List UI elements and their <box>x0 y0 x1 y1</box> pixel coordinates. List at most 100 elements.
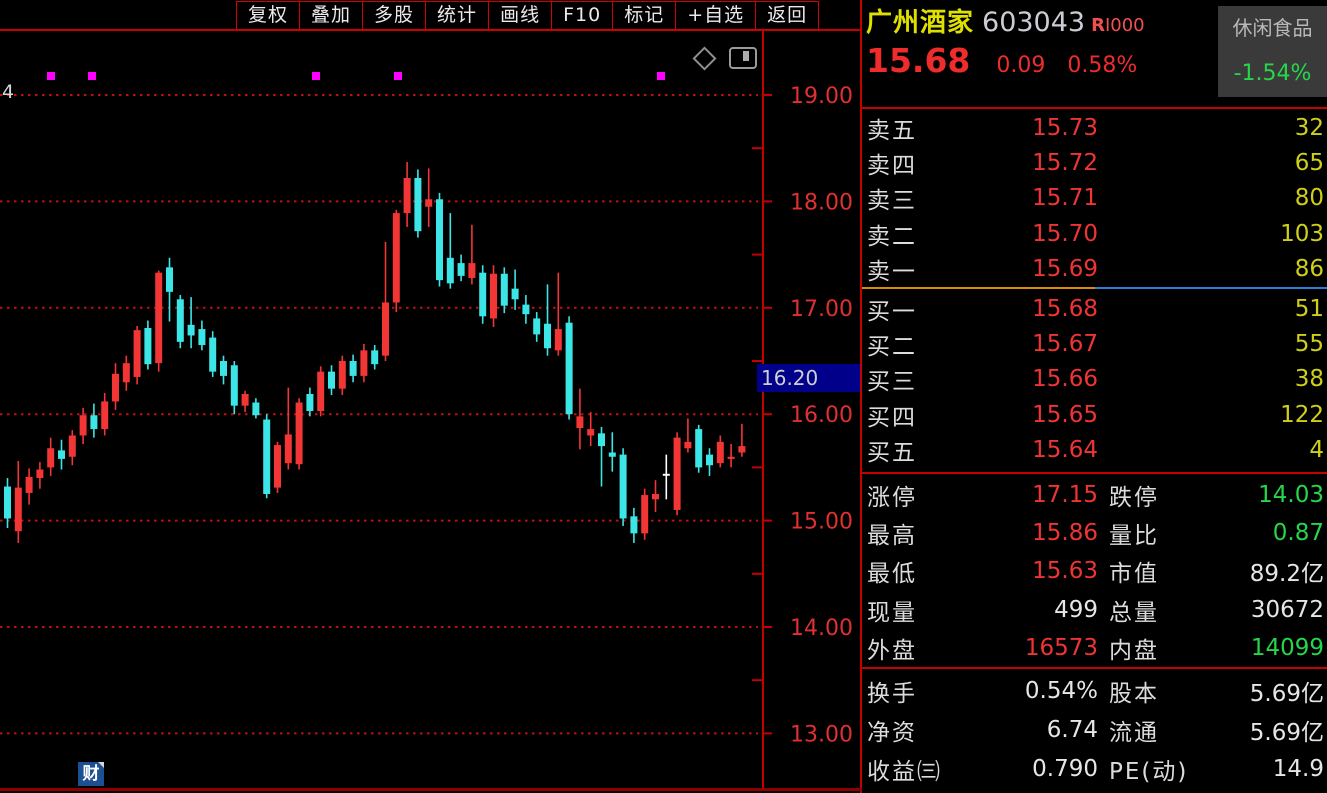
candle-body <box>68 435 76 457</box>
candle-body <box>673 437 681 510</box>
event-marker <box>657 72 665 80</box>
stats-block: 涨停 17.15 跌停 14.03 最高 15.86 量比 0.87 最低 15.63 市值 89.2… <box>862 476 1327 667</box>
candle-body <box>295 402 303 465</box>
level-volume: 38 <box>1294 366 1324 393</box>
candle-body <box>112 373 119 402</box>
candle-body <box>230 365 238 406</box>
stat-row: 外盘 16573 内盘 14099 <box>862 629 1327 667</box>
level-label: 卖一 <box>867 259 917 286</box>
bid-row-2[interactable]: 买二 15.67 55 <box>862 326 1327 361</box>
toolbar-button-画线[interactable]: 画线 <box>488 1 553 30</box>
toolbar-button-多股[interactable]: 多股 <box>362 1 427 30</box>
toolbar: 复权 叠加 多股 统计 画线 F10 标记 +自选 返回 <box>236 1 820 30</box>
candle-body <box>565 322 573 415</box>
bid-row-1[interactable]: 买一 15.68 51 <box>862 291 1327 326</box>
candle-body <box>209 337 217 372</box>
index-tag: I000 <box>1104 15 1145 36</box>
ask-row-3[interactable]: 卖三 15.71 80 <box>862 181 1327 216</box>
level-price: 15.72 <box>1032 150 1098 177</box>
level-price: 15.71 <box>1032 185 1098 212</box>
bid-row-4[interactable]: 买四 15.65 122 <box>862 397 1327 432</box>
toolbar-button-F10[interactable]: F10 <box>551 1 614 30</box>
level-volume: 51 <box>1294 295 1324 322</box>
sector-name: 休闲食品 <box>1232 16 1313 40</box>
y-axis-label: 13.00 <box>790 722 853 747</box>
ask-row-1[interactable]: 卖五 15.73 32 <box>862 110 1327 145</box>
toolbar-button-标记[interactable]: 标记 <box>612 1 677 30</box>
panel-toggle-icon[interactable] <box>729 47 757 69</box>
candle-body <box>328 371 335 389</box>
sector-badge[interactable]: 休闲食品 -1.54% <box>1218 6 1327 97</box>
stat-row: 收益㈢ 0.790 PE(动) 14.9 <box>862 749 1327 788</box>
toolbar-button-复权[interactable]: 复权 <box>236 1 301 30</box>
candle-body <box>284 434 292 464</box>
candle-body <box>500 273 508 306</box>
candle-body <box>263 419 271 494</box>
news-badge[interactable]: 财 <box>78 762 104 786</box>
stat-label: 收益㈢ <box>867 758 942 785</box>
level-price: 15.69 <box>1032 256 1098 283</box>
candle-body <box>144 328 152 365</box>
candlestick-chart[interactable]: 19.00 18.00 17.00 16.00 15.00 14.00 13.00 <box>0 0 862 793</box>
level-volume: 80 <box>1294 185 1324 212</box>
candle-body <box>511 288 519 300</box>
candle-body <box>14 487 22 532</box>
candle-body <box>544 323 551 349</box>
candle-body <box>727 456 735 459</box>
candle-body <box>382 302 389 356</box>
price-change: 0.09 <box>996 53 1046 78</box>
candle-body <box>641 495 649 534</box>
stat-value: 499 <box>1054 596 1098 623</box>
event-marker <box>312 72 320 80</box>
bottom-border <box>0 788 1327 791</box>
stat-value: 16573 <box>1024 634 1098 661</box>
bid-row-3[interactable]: 买三 15.66 38 <box>862 362 1327 397</box>
toolbar-underline <box>0 29 862 31</box>
candle-body <box>274 445 281 488</box>
level-price: 15.64 <box>1032 437 1098 464</box>
stat-value: 15.86 <box>1032 520 1098 547</box>
event-marker <box>47 72 55 80</box>
candle-body <box>554 329 562 351</box>
candle-body <box>25 476 33 493</box>
toolbar-button-返回[interactable]: 返回 <box>755 1 820 30</box>
stat-value: 14.9 <box>1272 755 1324 782</box>
candle-body <box>608 452 616 457</box>
margin-trading-tag: R <box>1091 15 1105 36</box>
toolbar-button-叠加[interactable]: 叠加 <box>299 1 364 30</box>
candle-body <box>630 516 638 534</box>
stat-label: 现量 <box>867 599 917 626</box>
stat-label: 换手 <box>867 680 917 707</box>
stat-label: 最低 <box>867 561 917 588</box>
stat-row: 净资 6.74 流通 5.69亿 <box>862 710 1327 749</box>
quote-panel: 广州酒家 603043 R I000 15.68 0.09 0.58% 休闲食品… <box>862 0 1327 793</box>
candle-body <box>187 324 195 336</box>
buy-sell-divider-left <box>862 287 1095 289</box>
ask-row-2[interactable]: 卖四 15.72 65 <box>862 145 1327 180</box>
stat-label: 净资 <box>867 719 917 746</box>
candle-body <box>598 433 605 447</box>
stat-value: 0.87 <box>1272 520 1324 547</box>
candle-body <box>198 329 206 346</box>
stat-label: 总量 <box>1109 599 1159 626</box>
ask-row-5[interactable]: 卖一 15.69 86 <box>862 252 1327 287</box>
bid-row-5[interactable]: 买五 15.64 4 <box>862 433 1327 468</box>
stat-value: 6.74 <box>1046 716 1098 743</box>
toolbar-button-+自选[interactable]: +自选 <box>675 1 757 30</box>
level-volume: 65 <box>1294 150 1324 177</box>
current-price-tag: 16.20 <box>757 364 860 392</box>
level-price: 15.68 <box>1032 295 1098 322</box>
ask-levels: 卖五 15.73 32 卖四 15.72 65 卖三 15.71 80 卖二 15.70 103 卖一 1… <box>862 110 1327 287</box>
toolbar-button-统计[interactable]: 统计 <box>425 1 490 30</box>
candle-body <box>468 263 476 279</box>
candle-body <box>436 199 443 281</box>
candle-body <box>619 454 627 519</box>
y-axis-label: 17.00 <box>790 297 853 322</box>
candle-body <box>360 350 368 376</box>
stat-row: 最高 15.86 量比 0.87 <box>862 514 1327 552</box>
stat-value: 0.790 <box>1032 755 1098 782</box>
stat-label: 跌停 <box>1109 485 1159 512</box>
candle-body <box>122 363 130 383</box>
candle-body <box>58 450 65 459</box>
ask-row-4[interactable]: 卖二 15.70 103 <box>862 216 1327 251</box>
